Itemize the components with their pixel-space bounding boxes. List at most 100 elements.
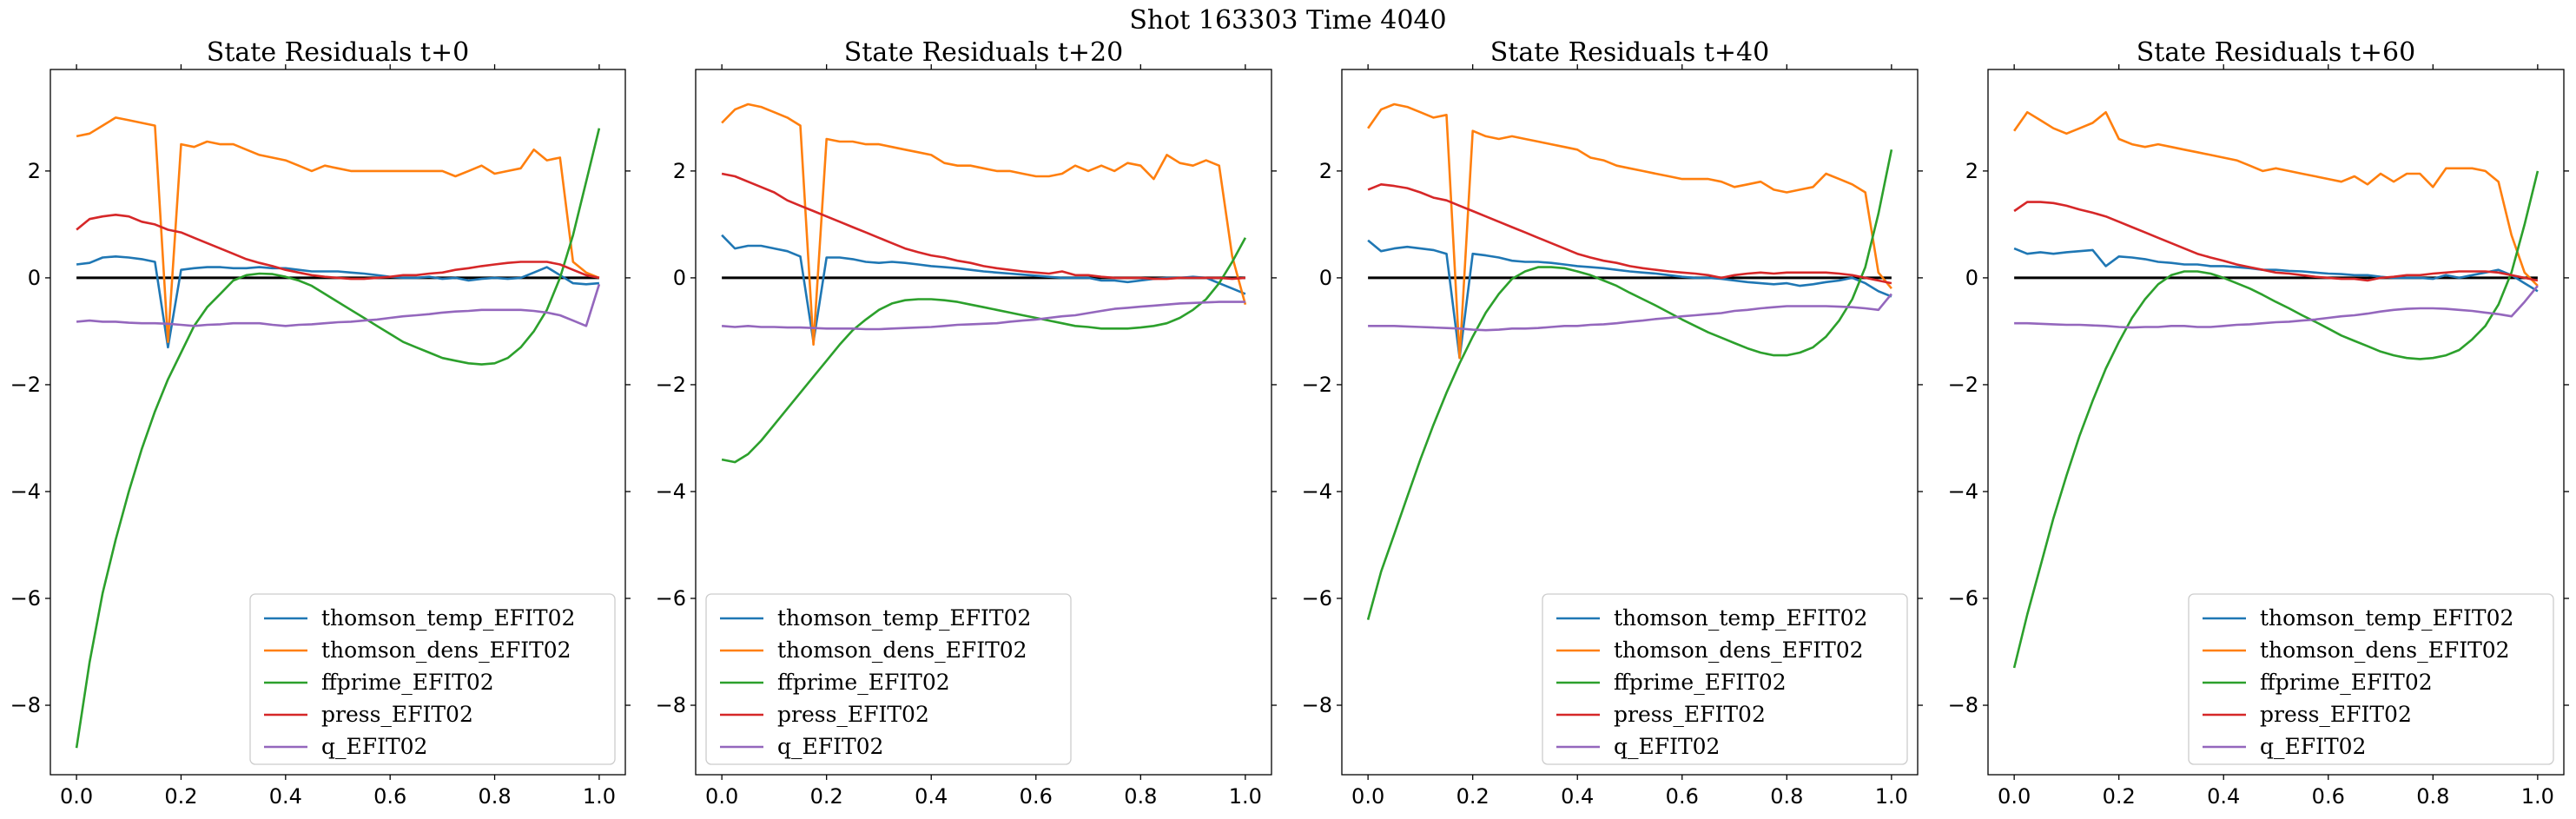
- series-line-q_EFIT02: [2014, 285, 2539, 329]
- y-tick-label: 0: [673, 266, 686, 290]
- series-line-thomson_dens_EFIT02: [1367, 102, 1892, 360]
- x-tick-label: 0.2: [164, 784, 197, 809]
- legend-label: thomson_temp_EFIT02: [1614, 605, 1867, 631]
- x-tick-label: 0.4: [915, 784, 948, 809]
- legend-box: [1542, 593, 1908, 765]
- y-tick-label: 2: [28, 159, 41, 183]
- panel-title: State Residuals t+20: [844, 37, 1123, 68]
- y-tick-label: −6: [1302, 586, 1332, 611]
- panel-title: State Residuals t+0: [207, 37, 469, 68]
- y-tick-label: −8: [1948, 693, 1978, 717]
- y-tick-label: −6: [10, 586, 41, 611]
- legend-label: thomson_dens_EFIT02: [2260, 637, 2510, 663]
- series-line-thomson_temp_EFIT02: [1367, 239, 1892, 360]
- y-tick-label: 2: [1965, 159, 1978, 183]
- y-tick-label: −6: [1948, 586, 1978, 611]
- axes-frame: [695, 69, 1272, 776]
- series-line-ffprime_EFIT02: [1366, 149, 1893, 620]
- legend-label: q_EFIT02: [777, 734, 883, 759]
- x-tick-label: 0.4: [1561, 784, 1594, 809]
- y-tick-label: −4: [1302, 479, 1332, 504]
- legend-box: [2188, 593, 2554, 765]
- panel-title: State Residuals t+40: [1490, 37, 1769, 68]
- series-line-thomson_temp_EFIT02: [76, 254, 600, 349]
- x-tick-label: 0.8: [1770, 784, 1803, 809]
- series-line-thomson_temp_EFIT02: [721, 234, 1246, 344]
- axes-frame: [1341, 69, 1919, 776]
- legend-label: q_EFIT02: [2260, 734, 2366, 759]
- x-tick-label: 0.8: [2416, 784, 2449, 809]
- legend-label: thomson_temp_EFIT02: [321, 605, 575, 631]
- y-tick-label: −4: [656, 479, 686, 504]
- chart-panel-3: State Residuals t+60 0.0 0.2 0.4 0.6 0.8 1.0 −8…: [1948, 37, 2569, 809]
- x-tick-label: 0.0: [705, 784, 738, 809]
- x-tick-label: 0.2: [810, 784, 843, 809]
- legend-label: ffprime_EFIT02: [777, 670, 950, 695]
- x-tick-label: 0.4: [2207, 784, 2240, 809]
- x-tick-label: 0.2: [1456, 784, 1489, 809]
- x-tick-label: 0.0: [1351, 784, 1384, 809]
- y-tick-label: 0: [28, 266, 41, 290]
- x-tick-label: 1.0: [1875, 784, 1908, 809]
- x-tick-label: 0.6: [373, 784, 406, 809]
- y-tick-label: −4: [10, 479, 41, 504]
- legend-label: thomson_dens_EFIT02: [777, 637, 1027, 663]
- series-line-q_EFIT02: [1368, 293, 1892, 332]
- series-line-press_EFIT02: [721, 172, 1246, 281]
- series-line-ffprime_EFIT02: [721, 237, 1247, 464]
- series-line-thomson_temp_EFIT02: [2013, 247, 2539, 293]
- legend: thomson_temp_EFIT02 thomson_dens_EFIT02ff…: [2188, 593, 2554, 765]
- chart-panel-0: State Residuals t+0 0.0 0.2 0.4 0.6 0.8 1.0 −8 −…: [10, 37, 631, 809]
- legend-label: q_EFIT02: [321, 734, 427, 759]
- y-tick-label: −6: [656, 586, 686, 611]
- legend-label: q_EFIT02: [1614, 734, 1720, 759]
- y-tick-label: −2: [1302, 373, 1332, 397]
- legend-label: press_EFIT02: [777, 702, 929, 727]
- chart-panel-1: State Residuals t+20 0.0 0.2 0.4 0.6 0.8 1.0 −8…: [656, 37, 1277, 809]
- x-tick-label: 1.0: [583, 784, 616, 809]
- x-tick-label: 1.0: [1229, 784, 1262, 809]
- legend-label: press_EFIT02: [321, 702, 473, 727]
- y-tick-label: −2: [1948, 373, 1978, 397]
- series-line-q_EFIT02: [721, 301, 1245, 331]
- legend-box: [249, 593, 616, 765]
- x-tick-label: 1.0: [2521, 784, 2554, 809]
- axes-frame: [50, 69, 626, 776]
- series-line-press_EFIT02: [2013, 201, 2539, 282]
- axes-frame: [1987, 69, 2565, 776]
- y-tick-label: −8: [656, 693, 686, 717]
- y-tick-label: 2: [1319, 159, 1332, 183]
- series-line-thomson_dens_EFIT02: [2013, 110, 2539, 287]
- y-tick-label: −2: [10, 373, 41, 397]
- legend-label: thomson_dens_EFIT02: [321, 637, 571, 663]
- x-tick-label: 0.8: [1124, 784, 1157, 809]
- series-line-ffprime_EFIT02: [2012, 170, 2540, 669]
- legend-label: press_EFIT02: [1614, 702, 1766, 727]
- legend-label: thomson_temp_EFIT02: [777, 605, 1031, 631]
- x-tick-label: 0.6: [2312, 784, 2345, 809]
- x-tick-label: 0.6: [1666, 784, 1699, 809]
- series-line-press_EFIT02: [1367, 183, 1892, 285]
- y-tick-label: 0: [1965, 266, 1978, 290]
- series-line-q_EFIT02: [76, 283, 601, 327]
- series-line-thomson_dens_EFIT02: [76, 116, 600, 344]
- x-tick-label: 0.6: [1020, 784, 1053, 809]
- y-tick-label: −8: [10, 693, 41, 717]
- y-tick-label: 2: [673, 159, 686, 183]
- y-tick-label: 0: [1319, 266, 1332, 290]
- x-tick-label: 0.4: [269, 784, 302, 809]
- x-tick-label: 0.0: [60, 784, 93, 809]
- legend-label: thomson_dens_EFIT02: [1614, 637, 1864, 663]
- y-tick-label: −8: [1302, 693, 1332, 717]
- legend: thomson_temp_EFIT02 thomson_dens_EFIT02ff…: [249, 593, 616, 765]
- y-tick-label: −2: [656, 373, 686, 397]
- figure-title: Shot 163303 Time 4040: [1129, 5, 1446, 36]
- y-tick-label: −4: [1948, 479, 1978, 504]
- legend-box: [705, 593, 1072, 765]
- legend-label: thomson_temp_EFIT02: [2260, 605, 2513, 631]
- legend-label: press_EFIT02: [2260, 702, 2412, 727]
- legend-label: ffprime_EFIT02: [2260, 670, 2433, 695]
- x-tick-label: 0.0: [1998, 784, 2031, 809]
- legend: thomson_temp_EFIT02 thomson_dens_EFIT02ff…: [1542, 593, 1908, 765]
